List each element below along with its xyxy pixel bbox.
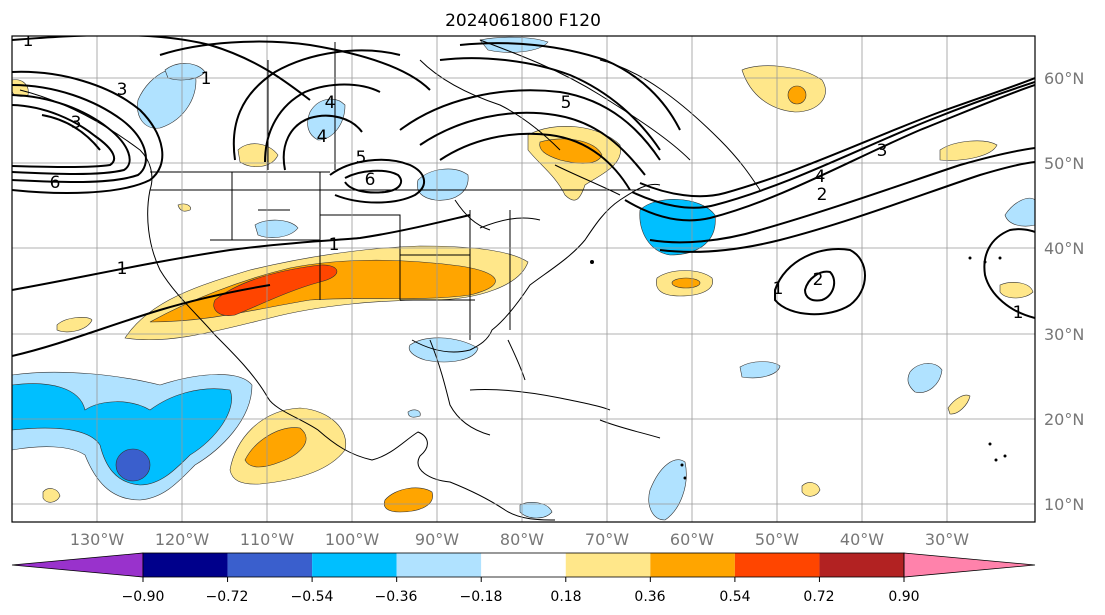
- contour-label: 4: [815, 167, 826, 187]
- colorbar-segment: [650, 553, 735, 577]
- lon-label: 30°W: [925, 530, 969, 549]
- lat-lon-grid: [12, 36, 1035, 522]
- contour-label: 6: [50, 173, 61, 193]
- colorbar-tick: 0.72: [803, 589, 834, 605]
- colorbar-frame: [142, 552, 905, 578]
- colorbar-extend-high: [903, 552, 1036, 578]
- contour-label: 1: [117, 259, 128, 279]
- lon-label: 100°W: [325, 530, 380, 549]
- contour-label: 2: [813, 270, 824, 290]
- lon-label: 120°W: [155, 530, 210, 549]
- contour-label: 5: [561, 93, 572, 113]
- colorbar-extend-low: [11, 552, 144, 578]
- lon-label: 80°W: [500, 530, 544, 549]
- colorbar-tick: −0.90: [122, 589, 165, 605]
- contour-label: 5: [356, 148, 367, 168]
- colorbar-segment: [143, 553, 228, 577]
- colorbar-tick: −0.54: [291, 589, 334, 605]
- positive-anomaly-shading: [12, 65, 1034, 513]
- contour-label: 1: [329, 235, 340, 255]
- colorbar-tick-labels: −0.90 −0.72 −0.54 −0.36 −0.18 0.18 0.36 …: [122, 589, 920, 605]
- lat-label: 50°N: [1044, 154, 1084, 173]
- colorbar-segment: [227, 553, 313, 577]
- colorbar-tick: −0.72: [206, 589, 249, 605]
- contour-label: 3: [71, 113, 82, 133]
- colorbar-segment: [396, 553, 482, 577]
- lon-label: 70°W: [585, 530, 629, 549]
- lat-label: 10°N: [1044, 495, 1084, 514]
- colorbar-tick: 0.18: [550, 589, 581, 605]
- colorbar-tick: 0.90: [888, 589, 919, 605]
- lon-label: 90°W: [415, 530, 459, 549]
- lon-label: 130°W: [70, 530, 125, 549]
- lat-label: 30°N: [1044, 325, 1084, 344]
- latitude-labels: 60°N 50°N 40°N 30°N 20°N 10°N: [1044, 69, 1084, 514]
- contour-labels: 3 5 1 4 4 6 3 6 5 1 2 1 1 2 3 4 1 1: [23, 31, 1024, 323]
- contour-label: 3: [877, 141, 888, 161]
- colorbar-segment: [734, 553, 820, 577]
- lon-label: 40°W: [840, 530, 884, 549]
- contour-label: 1: [1013, 303, 1024, 323]
- map-frame: [11, 35, 1036, 523]
- lon-label: 110°W: [240, 530, 295, 549]
- map-title: 2024061800 F120: [445, 11, 601, 31]
- longitude-labels: 130°W 120°W 110°W 100°W 90°W 80°W 70°W 6…: [70, 530, 969, 549]
- lat-label: 40°N: [1044, 239, 1084, 258]
- contour-label: 4: [317, 127, 328, 147]
- negative-anomaly-shading: [12, 36, 1035, 521]
- contour-label: 6: [365, 170, 376, 190]
- contour-label: 1: [23, 31, 34, 51]
- colorbar-segment: [481, 553, 566, 577]
- colorbar-tick: −0.36: [375, 589, 418, 605]
- lat-label: 20°N: [1044, 410, 1084, 429]
- contour-label: 3: [117, 80, 128, 100]
- colorbar-segment: [819, 553, 904, 577]
- colorbar-tick: 0.54: [719, 589, 750, 605]
- contour-label: 1: [201, 69, 212, 89]
- contour-label: 2: [817, 185, 828, 205]
- contour-label: 4: [325, 93, 336, 113]
- contour-label: 1: [773, 279, 784, 299]
- lon-label: 60°W: [670, 530, 714, 549]
- colorbar-segment: [565, 553, 651, 577]
- lon-label: 50°W: [755, 530, 799, 549]
- lat-label: 60°N: [1044, 69, 1084, 88]
- colorbar-tick: 0.36: [634, 589, 665, 605]
- colorbar-segment: [312, 553, 397, 577]
- colorbar-tick: −0.18: [460, 589, 503, 605]
- colorbar: [11, 552, 1036, 582]
- map-area: 3 5 1 4 4 6 3 6 5 1 2 1 1 2 3 4 1 1: [12, 31, 1035, 522]
